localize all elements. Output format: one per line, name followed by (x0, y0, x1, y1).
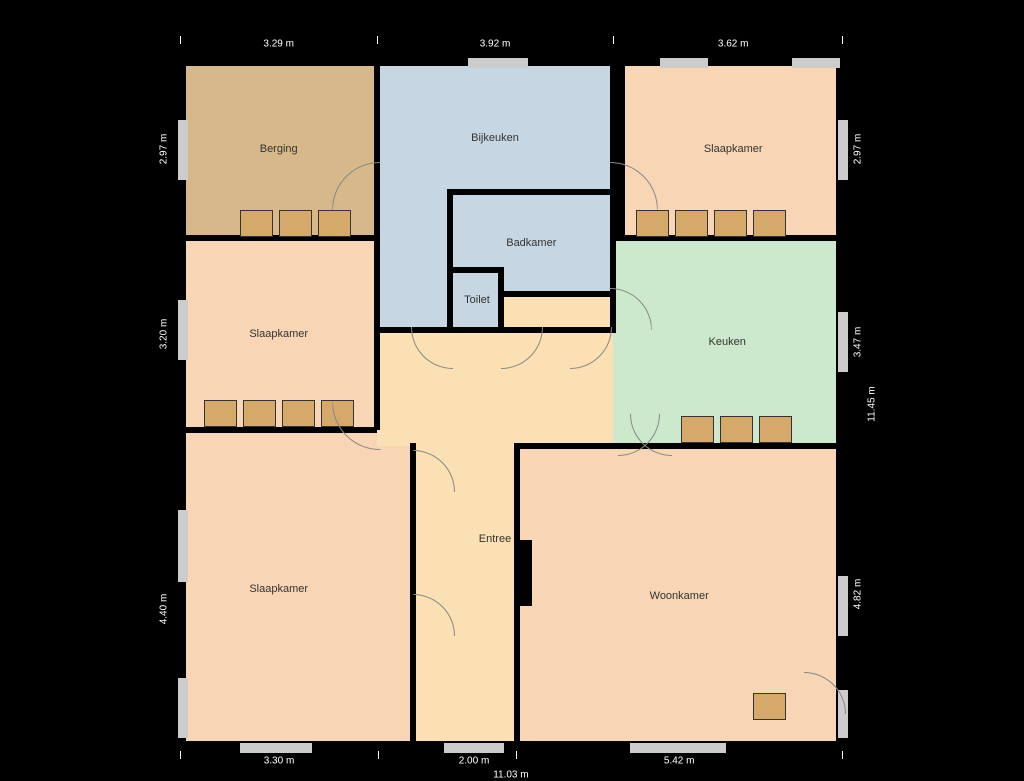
dimension-label: 4.40 m (159, 594, 170, 625)
dimension-tick (180, 36, 181, 44)
dimension-tick (377, 36, 378, 44)
door-block (714, 210, 747, 237)
window (178, 510, 188, 582)
room-bijkeuken2 (377, 216, 450, 330)
window (178, 678, 188, 738)
door-block (753, 210, 786, 237)
dimension-tick (516, 751, 517, 759)
wall (447, 189, 613, 195)
room-label-slaap_bl: Slaapkamer (249, 583, 308, 595)
window (178, 300, 188, 360)
window (838, 120, 848, 180)
wall (447, 189, 453, 330)
room-slaap_bl2 (377, 446, 413, 745)
door-block (636, 210, 669, 237)
dimension-label: 5.42 m (664, 756, 695, 767)
window (838, 312, 848, 372)
wall (447, 267, 504, 273)
window (240, 743, 312, 753)
dimension-label: 3.20 m (159, 319, 170, 350)
door-block (753, 693, 786, 720)
door-block (759, 416, 792, 443)
dimension-label: 3.29 m (263, 39, 294, 50)
dimension-label: 11.45 m (866, 386, 877, 421)
wall (514, 443, 616, 449)
dimension-label: 11.03 m (493, 770, 528, 781)
window (838, 576, 848, 636)
room-label-bijkeuken: Bijkeuken (471, 132, 519, 144)
door-block (204, 400, 237, 427)
window (468, 58, 528, 68)
dimension-tick (378, 751, 379, 759)
door-block (318, 210, 351, 237)
dimension-tick (180, 751, 181, 759)
room-label-toilet: Toilet (464, 294, 490, 306)
dimension-label: 4.82 m (852, 579, 863, 610)
window (660, 58, 708, 68)
wall (498, 267, 504, 330)
window (178, 120, 188, 180)
dimension-label: 2.97 m (159, 134, 170, 165)
door-block (282, 400, 315, 427)
wall (501, 291, 613, 297)
wall (374, 60, 380, 430)
room-label-badkamer: Badkamer (506, 237, 556, 249)
door-block (720, 416, 753, 443)
dimension-label: 2.97 m (852, 134, 863, 165)
door-block (243, 400, 276, 427)
dimension-tick (842, 36, 843, 44)
dimension-tick (613, 36, 614, 44)
window (444, 743, 504, 753)
dimension-label: 3.47 m (852, 327, 863, 358)
dimension-label: 2.00 m (459, 756, 490, 767)
room-label-slaap_ml: Slaapkamer (249, 328, 308, 340)
room-entree2 (504, 294, 613, 330)
room-label-berging: Berging (260, 143, 298, 155)
room-label-slaap_tr: Slaapkamer (704, 143, 763, 155)
door-block (681, 416, 714, 443)
door-block (675, 210, 708, 237)
wall (514, 540, 532, 606)
dimension-label: 3.92 m (480, 39, 511, 50)
dimension-tick (842, 751, 843, 759)
door-block (240, 210, 273, 237)
dimension-label: 3.62 m (718, 39, 749, 50)
room-label-entree: Entree (479, 533, 511, 545)
window (630, 743, 726, 753)
room-label-keuken: Keuken (709, 336, 746, 348)
door-block (279, 210, 312, 237)
room-label-woonkamer: Woonkamer (650, 590, 709, 602)
window (792, 58, 840, 68)
dimension-label: 3.30 m (264, 756, 295, 767)
